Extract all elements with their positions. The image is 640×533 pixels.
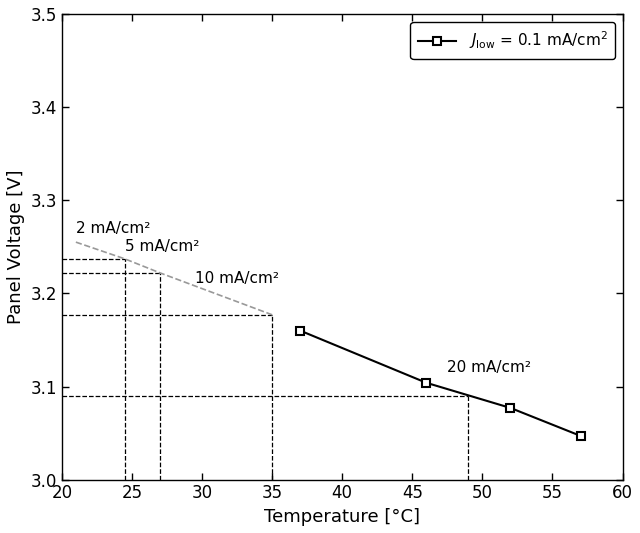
Text: 10 mA/cm²: 10 mA/cm² — [195, 271, 279, 286]
Y-axis label: Panel Voltage [V]: Panel Voltage [V] — [7, 169, 25, 324]
Text: 2 mA/cm²: 2 mA/cm² — [76, 221, 150, 236]
Legend: $J_{\mathregular{low}}$ = 0.1 mA/cm$^2$: $J_{\mathregular{low}}$ = 0.1 mA/cm$^2$ — [410, 21, 615, 59]
Text: 5 mA/cm²: 5 mA/cm² — [125, 239, 199, 254]
X-axis label: Temperature [°C]: Temperature [°C] — [264, 508, 420, 526]
Text: 20 mA/cm²: 20 mA/cm² — [447, 360, 531, 375]
